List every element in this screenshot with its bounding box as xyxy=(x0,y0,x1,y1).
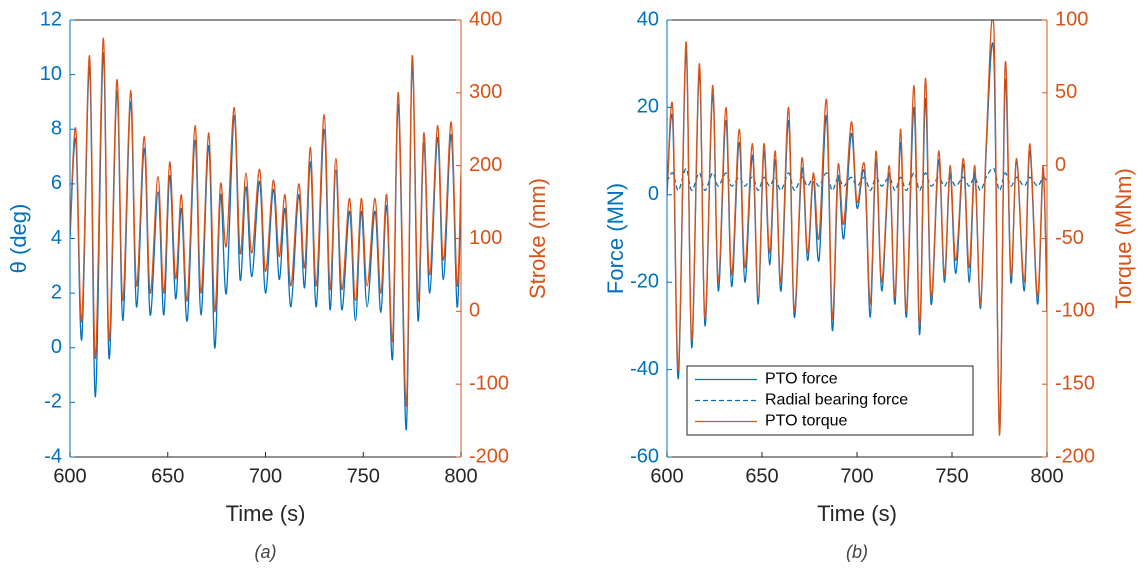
y-tick-label: 8 xyxy=(51,118,62,140)
x-tick-label: 600 xyxy=(53,465,86,487)
y2-tick-label: 200 xyxy=(469,154,502,176)
legend-label: PTO force xyxy=(765,371,838,388)
y2-tick-label: -150 xyxy=(1055,372,1095,394)
y2-tick-label: 50 xyxy=(1055,81,1077,103)
legend-box xyxy=(686,365,974,436)
y-tick-label: 12 xyxy=(40,8,62,30)
y2-tick-label: 0 xyxy=(1055,154,1066,176)
y2-tick-label: 0 xyxy=(469,300,480,322)
y2-tick-label: 100 xyxy=(469,227,502,249)
y-tick-label: 0 xyxy=(51,336,62,358)
data-line xyxy=(70,37,461,407)
y-tick-label: -60 xyxy=(630,445,659,467)
x-tick-label: 800 xyxy=(444,465,477,487)
y-tick-label: 4 xyxy=(51,227,62,249)
plot-area xyxy=(70,37,461,431)
x-axis-label: Time (s) xyxy=(226,501,306,526)
x-tick-label: 700 xyxy=(840,465,873,487)
y-tick-label: 40 xyxy=(637,8,659,30)
y-tick-label: 20 xyxy=(637,96,659,118)
x-tick-label: 750 xyxy=(347,465,380,487)
y2-tick-label: -50 xyxy=(1055,227,1084,249)
y2-axis-label: Stroke (mm) xyxy=(525,178,550,299)
y2-tick-label: -100 xyxy=(1055,300,1095,322)
x-tick-label: 750 xyxy=(935,465,968,487)
y-tick-label: -2 xyxy=(44,391,62,413)
legend-label: PTO torque xyxy=(765,413,848,430)
y-tick-label: 0 xyxy=(648,183,659,205)
legend-label: Radial bearing force xyxy=(765,392,908,409)
x-tick-label: 800 xyxy=(1030,465,1063,487)
y-tick-label: 2 xyxy=(51,281,62,303)
y-tick-label: -40 xyxy=(630,358,659,380)
caption: (a) xyxy=(255,542,277,562)
x-axis-label: Time (s) xyxy=(817,501,897,526)
y2-axis-label: Torque (MNm) xyxy=(1111,168,1136,309)
y-axis-label: Force (MN) xyxy=(603,183,628,294)
y2-tick-label: 300 xyxy=(469,81,502,103)
y2-tick-label: 100 xyxy=(1055,8,1088,30)
y-tick-label: 10 xyxy=(40,63,62,85)
y2-tick-label: -200 xyxy=(1055,445,1095,467)
y-tick-label: -20 xyxy=(630,270,659,292)
x-tick-label: 650 xyxy=(745,465,778,487)
y2-tick-label: 400 xyxy=(469,8,502,30)
y-tick-label: -4 xyxy=(44,445,62,467)
caption: (b) xyxy=(846,542,868,562)
y-tick-label: 6 xyxy=(51,172,62,194)
plot-area xyxy=(667,20,1047,436)
data-line xyxy=(667,167,1047,192)
y-axis-label: θ (deg) xyxy=(6,204,31,274)
y2-tick-label: -100 xyxy=(469,372,509,394)
data-line xyxy=(667,20,1047,436)
y2-tick-label: -200 xyxy=(469,445,509,467)
x-tick-label: 600 xyxy=(650,465,683,487)
x-tick-label: 650 xyxy=(151,465,184,487)
x-tick-label: 700 xyxy=(249,465,282,487)
